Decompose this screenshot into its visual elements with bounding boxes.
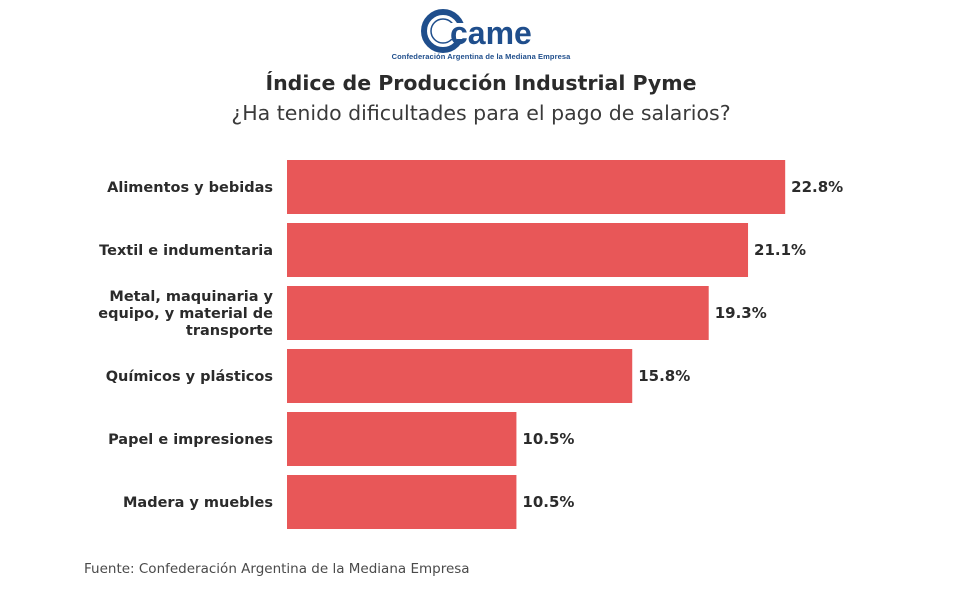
data-label-5: 10.5% [522, 430, 574, 448]
came-logo: came Confederación Argentina de la Media… [0, 8, 962, 61]
came-logo-mark: came [421, 9, 532, 53]
chart-subtitle: ¿Ha tenido dificultades para el pago de … [231, 101, 731, 125]
bar-3 [287, 286, 709, 340]
data-label-2: 21.1% [754, 241, 806, 259]
data-label-1: 22.8% [791, 178, 843, 196]
bar-5 [287, 412, 517, 466]
source-note: Fuente: Confederación Argentina de la Me… [84, 561, 470, 577]
category-label-2: Textil e indumentaria [99, 243, 273, 259]
data-label-4: 15.8% [638, 367, 690, 385]
bar-1 [287, 160, 786, 214]
category-label-5: Papel e impresiones [108, 432, 273, 448]
data-label-6: 10.5% [522, 493, 574, 511]
category-label-6: Madera y muebles [123, 495, 273, 511]
bar-2 [287, 223, 749, 277]
chart-title: Índice de Producción Industrial Pyme [265, 71, 697, 95]
category-label-3: Metal, maquinaria y equipo, y material de… [98, 289, 273, 339]
bar-6 [287, 475, 517, 529]
category-label-4: Químicos y plásticos [106, 369, 273, 385]
bar-4 [287, 349, 633, 403]
logo-wordmark: came [450, 15, 532, 51]
category-label-1: Alimentos y bebidas [107, 180, 273, 196]
logo-subtitle: Confederación Argentina de la Mediana Em… [391, 52, 571, 61]
data-label-3: 19.3% [715, 304, 767, 322]
